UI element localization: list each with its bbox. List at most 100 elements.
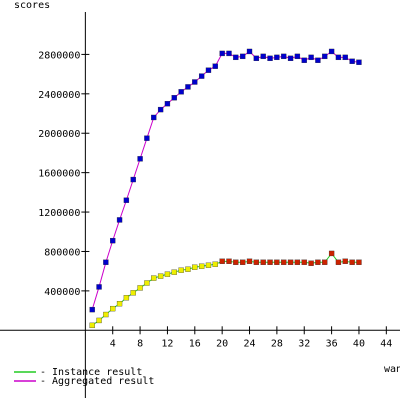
data-point — [253, 55, 260, 62]
data-point — [123, 197, 130, 203]
data-point — [322, 53, 328, 60]
x-tick-label: 44 — [380, 338, 392, 349]
data-point — [322, 259, 328, 265]
data-point — [240, 259, 246, 265]
data-point — [171, 269, 177, 275]
data-point — [281, 53, 287, 60]
data-point — [233, 54, 239, 61]
data-point — [198, 73, 205, 79]
data-point — [192, 79, 198, 85]
data-point — [281, 259, 287, 265]
data-point — [335, 259, 342, 265]
data-point — [342, 54, 348, 61]
x-tick-label: 20 — [216, 338, 228, 349]
series-layer — [89, 48, 362, 329]
data-point — [96, 317, 102, 324]
data-point — [294, 259, 301, 265]
ticks: 400000 800000 1200000 1600000 2000000 2400000… — [38, 50, 392, 349]
data-point — [164, 271, 171, 277]
x-axis-label: wan — [384, 364, 400, 375]
data-point — [151, 275, 157, 281]
data-point — [130, 290, 136, 296]
data-point — [96, 284, 102, 290]
data-point — [89, 306, 95, 313]
data-point — [301, 259, 307, 265]
data-point — [260, 53, 266, 60]
data-point — [335, 54, 342, 61]
data-point — [294, 53, 301, 60]
data-point — [308, 260, 314, 266]
legend: - Instance result - Aggregated result — [14, 367, 154, 387]
data-point — [226, 258, 232, 264]
data-point — [349, 58, 355, 64]
data-point — [328, 250, 335, 257]
data-point — [267, 55, 273, 62]
data-point — [198, 263, 205, 269]
data-point — [356, 259, 362, 265]
data-point — [137, 156, 143, 162]
data-point — [274, 259, 280, 265]
data-point — [144, 135, 150, 141]
legend-label-instance: - Instance result — [40, 367, 142, 378]
data-point — [116, 301, 123, 307]
data-point — [253, 259, 260, 265]
y-tick-label: 2400000 — [38, 90, 80, 101]
data-point — [171, 95, 177, 101]
data-point — [308, 54, 314, 61]
y-tick-label: 800000 — [44, 247, 80, 258]
data-point — [89, 322, 95, 329]
data-point — [178, 89, 184, 95]
data-point — [246, 48, 253, 55]
data-point — [205, 67, 212, 73]
data-point — [110, 237, 116, 244]
series-line-1 — [91, 263, 216, 326]
data-point — [328, 48, 335, 55]
x-tick-label: 32 — [298, 338, 310, 349]
data-point — [219, 50, 225, 57]
data-point — [219, 258, 225, 264]
data-point — [287, 55, 294, 62]
x-tick-label: 36 — [326, 338, 338, 349]
data-point — [212, 261, 218, 267]
data-point — [246, 258, 253, 264]
data-point — [137, 285, 143, 291]
data-point — [110, 305, 116, 312]
data-point — [144, 280, 150, 286]
data-point — [342, 258, 348, 264]
data-point — [356, 59, 362, 65]
data-point — [349, 259, 355, 265]
data-point — [178, 267, 184, 273]
data-point — [240, 53, 246, 60]
data-point — [274, 54, 280, 61]
y-axis-label: scores — [14, 0, 50, 11]
data-point — [116, 217, 123, 223]
data-point — [103, 259, 109, 265]
x-tick-label: 4 — [110, 338, 116, 349]
x-tick-label: 12 — [161, 338, 173, 349]
y-tick-label: 1600000 — [38, 169, 80, 180]
data-point — [315, 259, 321, 265]
x-tick-label: 8 — [137, 338, 143, 349]
data-point — [130, 176, 136, 183]
data-point — [226, 50, 232, 57]
data-point — [157, 106, 164, 113]
legend-label-aggregated: - Aggregated result — [40, 376, 154, 387]
data-point — [315, 57, 321, 63]
x-tick-label: 16 — [189, 338, 201, 349]
data-point — [123, 295, 130, 301]
data-point — [192, 264, 198, 270]
series-line-0 — [91, 50, 360, 310]
y-tick-label: 400000 — [44, 287, 80, 298]
data-point — [287, 259, 294, 265]
data-point — [185, 84, 191, 90]
y-tick-label: 1200000 — [38, 208, 80, 219]
data-point — [164, 101, 171, 107]
data-point — [185, 266, 191, 272]
x-tick-label: 28 — [271, 338, 283, 349]
data-point — [267, 259, 273, 265]
data-point — [205, 262, 212, 268]
x-tick-label: 40 — [353, 338, 365, 349]
data-point — [151, 114, 157, 121]
x-tick-label: 24 — [243, 338, 255, 349]
